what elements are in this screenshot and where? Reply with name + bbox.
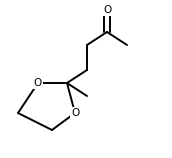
Text: O: O [71,108,79,118]
Text: O: O [34,78,42,88]
Text: O: O [103,5,111,15]
